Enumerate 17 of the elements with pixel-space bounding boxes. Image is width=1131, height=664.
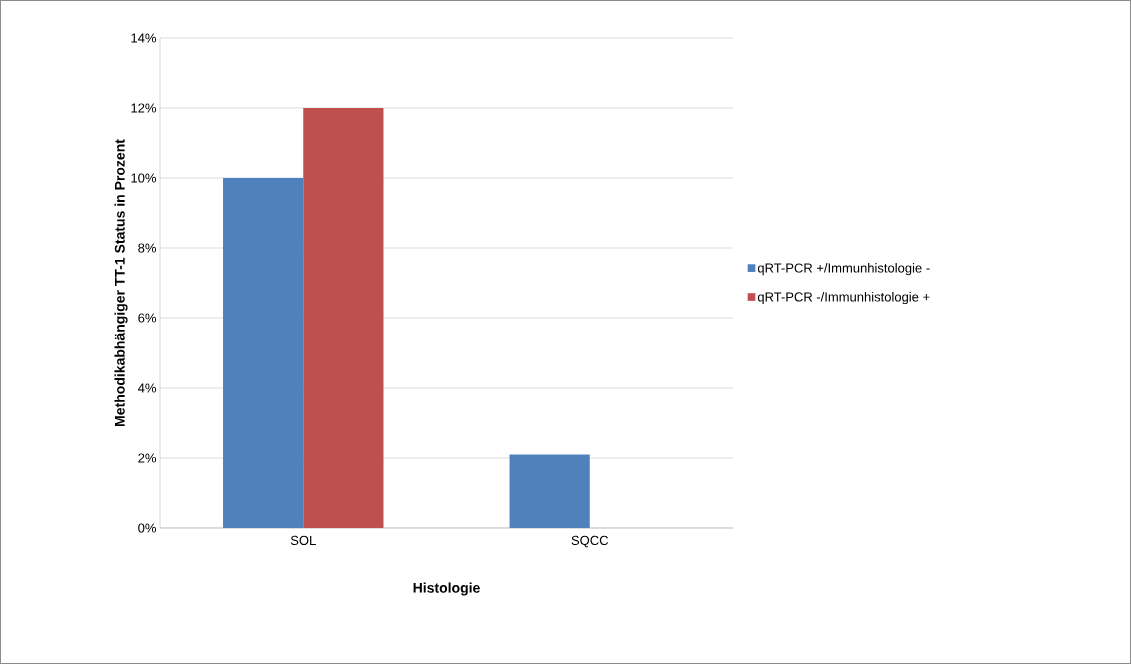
x-tick-label: SQCC	[571, 535, 609, 548]
bar	[509, 454, 590, 528]
x-axis-title: Histologie	[413, 582, 480, 596]
x-tick-label: SOL	[290, 535, 316, 545]
legend-label: qRT-PCR +/Immunhistologie -	[757, 263, 930, 276]
bar	[303, 107, 384, 528]
y-axis-title: Methodikabhängiger TT-1 Status in Prozent	[114, 139, 128, 426]
y-tick-label: 8%	[138, 243, 157, 253]
legend-label: qRT-PCR -/Immunhistologie +	[757, 291, 930, 305]
y-tick-label: 12%	[131, 103, 157, 113]
y-tick-label: 14%	[131, 33, 157, 43]
y-tick-label: 0%	[138, 523, 157, 533]
y-tick-label: 10%	[131, 173, 157, 183]
bar	[223, 178, 304, 528]
y-tick-label: 4%	[137, 383, 157, 393]
y-tick-label: 2%	[138, 453, 157, 463]
y-tick-label: 6%	[138, 313, 157, 323]
